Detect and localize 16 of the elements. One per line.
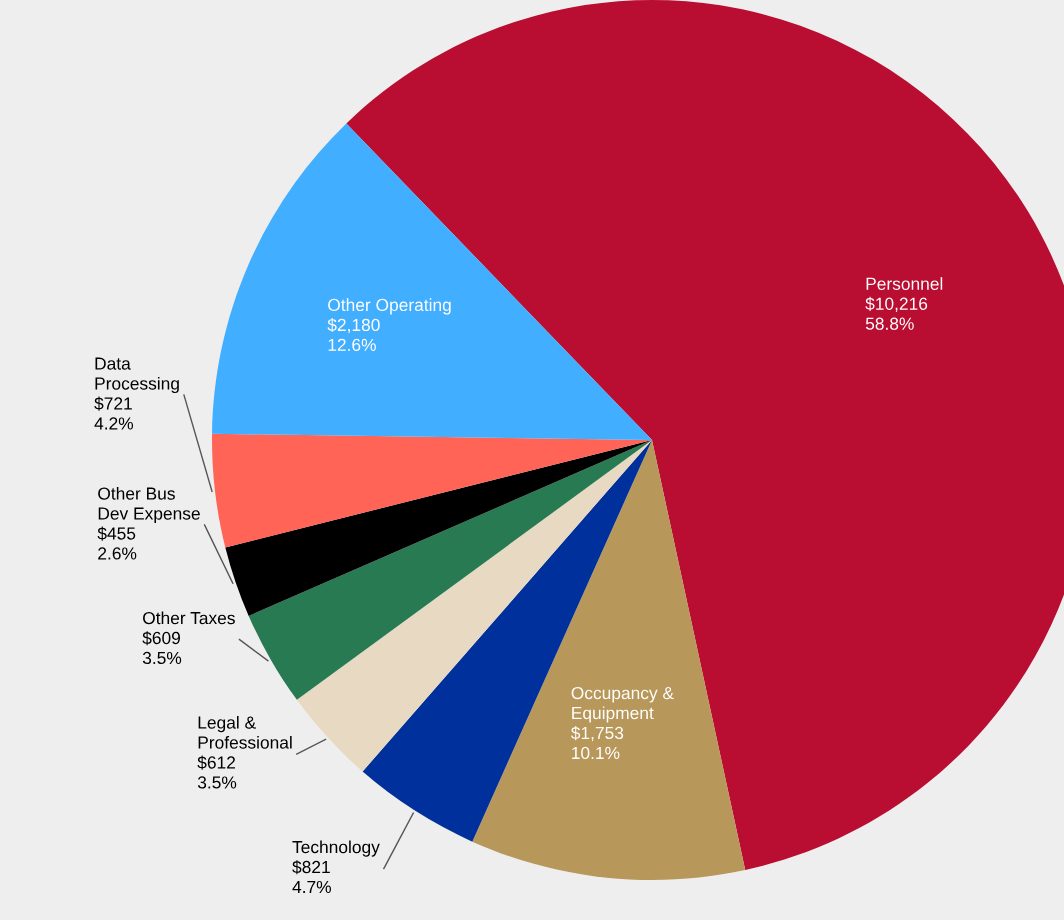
slice-label: Occupancy & Equipment: [571, 686, 674, 723]
slice-label: Other Bus Dev Expense: [98, 486, 200, 524]
data-label: $609 3.5%: [142, 631, 182, 665]
slice-label: Other Taxes: [143, 611, 235, 625]
data-label: $455 2.6%: [97, 526, 137, 560]
slice-label: Other Operating: [328, 298, 451, 315]
data-label: $721 4.2%: [94, 396, 134, 430]
data-label: $821 4.7%: [292, 860, 331, 894]
data-label: $612 3.5%: [197, 755, 237, 789]
data-label: $10,216 58.8%: [865, 296, 928, 330]
slice-label: Data Processing: [95, 357, 179, 394]
slice-label: Personnel: [866, 277, 943, 290]
data-label: $1,753 10.1%: [570, 726, 624, 760]
data-label: $2,180 12.6%: [327, 318, 380, 352]
slice-label: Technology: [292, 840, 380, 857]
slice-label: Legal & Professional: [198, 715, 292, 749]
